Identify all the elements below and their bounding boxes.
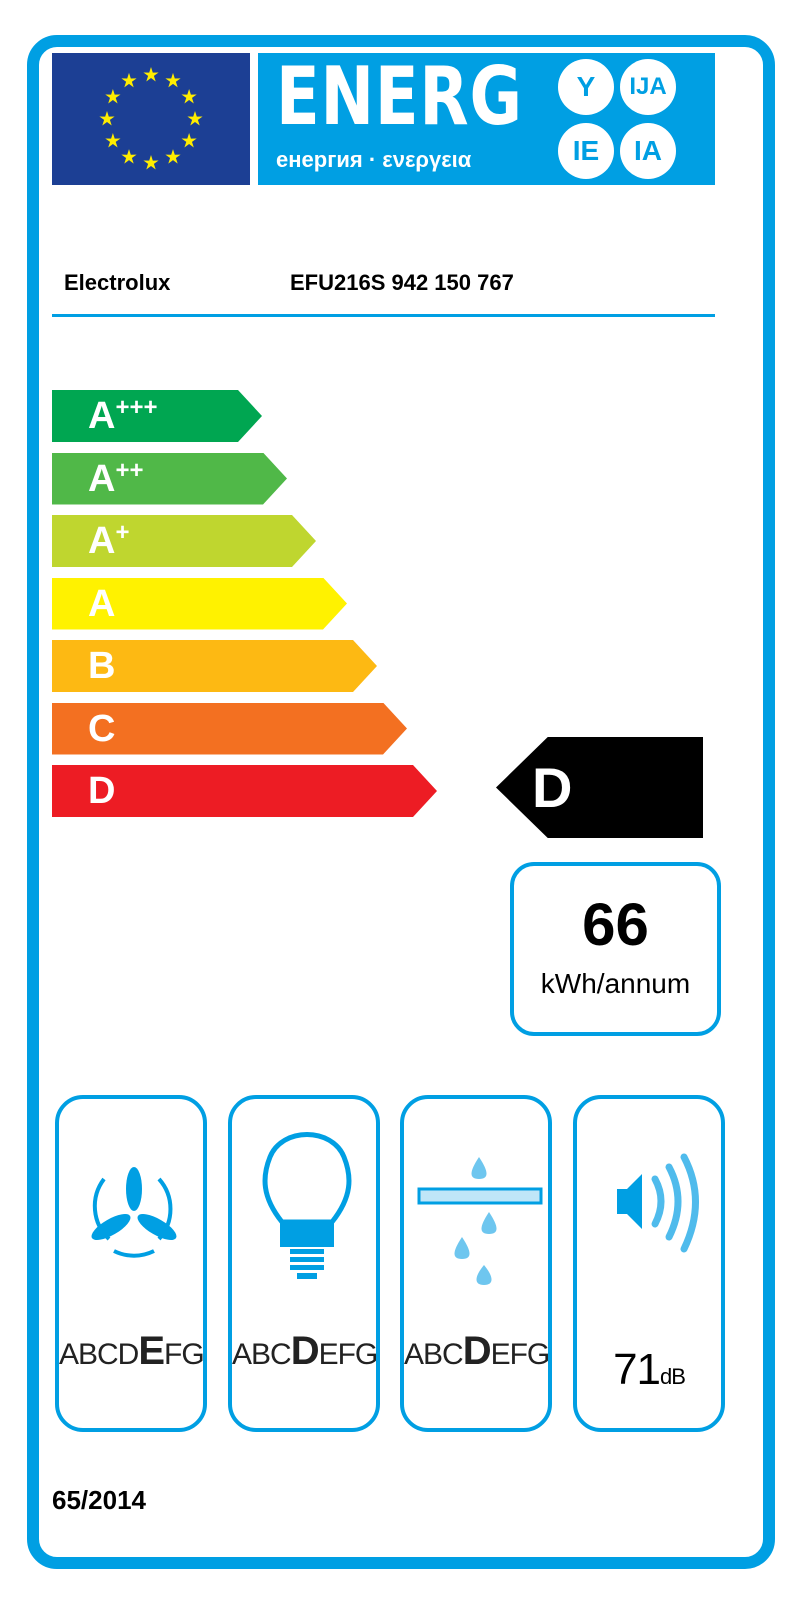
class-scale: ABCDEFG bbox=[232, 1329, 379, 1374]
suffix-y: Y bbox=[558, 59, 614, 115]
star bbox=[105, 89, 121, 104]
energy-class-bar: C bbox=[52, 702, 407, 755]
star bbox=[121, 149, 137, 164]
noise-value: 71 bbox=[613, 1345, 661, 1394]
star bbox=[121, 72, 137, 88]
star bbox=[165, 149, 181, 164]
energy-class-bar: A++ bbox=[52, 452, 287, 505]
energy-class-bar: A+++ bbox=[52, 390, 262, 442]
noise-level: 71dB bbox=[577, 1345, 721, 1395]
class-scale: ABCDEFG bbox=[404, 1329, 551, 1374]
star bbox=[99, 111, 115, 126]
consumption-value: 66 bbox=[582, 891, 649, 958]
class-letters-before: ABCD bbox=[59, 1338, 139, 1371]
class-plus: +++ bbox=[115, 394, 158, 421]
class-letter: A bbox=[88, 520, 116, 562]
class-letter: A bbox=[88, 582, 116, 625]
class-selected: E bbox=[138, 1329, 165, 1373]
grease-filtering-efficiency-box: ABCDEFG bbox=[400, 1095, 552, 1432]
star bbox=[187, 111, 203, 126]
energy-class-bar: D bbox=[52, 765, 437, 817]
suffix-ia: IA bbox=[620, 123, 676, 179]
class-plus: + bbox=[115, 519, 130, 546]
model-id: EFU216S 942 150 767 bbox=[290, 270, 514, 295]
divider bbox=[52, 314, 715, 317]
class-selected: D bbox=[290, 1329, 320, 1373]
label-frame bbox=[27, 35, 775, 1569]
speaker-icon bbox=[617, 1153, 699, 1253]
energy-banner: ENERG енергия · ενεργεια Y IJA IE IA bbox=[258, 53, 715, 185]
star bbox=[105, 133, 121, 148]
class-scale: ABCDEFG bbox=[59, 1329, 205, 1374]
star bbox=[181, 133, 197, 148]
energy-title: ENERG bbox=[276, 50, 523, 143]
lighting-efficiency-box: ABCDEFG bbox=[228, 1095, 380, 1432]
energy-consumption-box: 66 kWh/annum bbox=[510, 862, 721, 1036]
star bbox=[143, 67, 159, 82]
light-bulb-icon bbox=[262, 1132, 352, 1279]
class-letters-after: EFG bbox=[490, 1338, 551, 1371]
star bbox=[181, 89, 197, 104]
class-letters-before: ABC bbox=[404, 1338, 464, 1371]
consumption-unit: kWh/annum bbox=[540, 968, 691, 999]
star bbox=[165, 72, 181, 88]
class-letter: D bbox=[88, 770, 116, 812]
fan-icon bbox=[91, 1167, 177, 1258]
fluid-dynamic-efficiency-box: ABCDEFG bbox=[55, 1095, 207, 1432]
eu-flag bbox=[52, 53, 250, 185]
class-selected: D bbox=[462, 1329, 492, 1373]
class-letter: A bbox=[88, 395, 116, 437]
noise-unit: dB bbox=[660, 1364, 686, 1389]
class-letter: B bbox=[88, 645, 116, 687]
star bbox=[143, 155, 159, 170]
eu-stars-icon bbox=[99, 67, 203, 170]
noise-box: 71dB bbox=[573, 1095, 725, 1432]
energy-subtitle: енергия · ενεργεια bbox=[276, 147, 472, 172]
energy-class-bar: A+ bbox=[52, 515, 316, 567]
class-letters-after: FG bbox=[164, 1338, 205, 1371]
supplier-name: Electrolux bbox=[64, 270, 171, 295]
class-plus: ++ bbox=[115, 456, 144, 484]
energy-class-bar: B bbox=[52, 640, 377, 692]
class-letters-after: EFG bbox=[318, 1338, 379, 1371]
class-letter: C bbox=[88, 707, 116, 750]
regulation-number: 65/2014 bbox=[52, 1485, 146, 1515]
suffix-ie: IE bbox=[558, 123, 614, 179]
grease-filter-icon bbox=[417, 1157, 543, 1285]
class-letter: A bbox=[88, 457, 116, 500]
suffix-ija: IJA bbox=[620, 59, 676, 115]
class-letters-before: ABC bbox=[232, 1338, 292, 1371]
energy-class-bar: A bbox=[52, 577, 347, 630]
